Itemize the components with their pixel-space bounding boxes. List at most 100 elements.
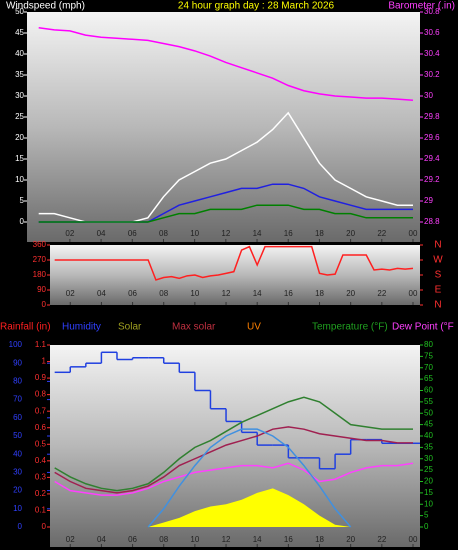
y-tick-label: 15 <box>15 154 24 163</box>
x-tick-label: 04 <box>97 229 106 238</box>
y-tick-label: 0 <box>18 522 23 531</box>
x-tick-label: 12 <box>222 535 231 544</box>
y-tick-label: S <box>435 270 442 281</box>
x-tick-label: 14 <box>253 229 262 238</box>
y-tick-label: 30.6 <box>424 28 440 37</box>
y-tick-label: 30.8 <box>424 7 440 16</box>
chart-title: 24 hour graph day : 28 March 2026 <box>178 1 335 12</box>
y-tick-label: 50 <box>13 431 22 440</box>
y-tick-label: 80 <box>13 377 22 386</box>
x-tick-label: 00 <box>409 535 418 544</box>
x-tick-label: 06 <box>128 289 137 298</box>
y-tick-label: 1.1 <box>35 340 47 349</box>
line <box>147 428 352 528</box>
y-tick-label: 0.8 <box>35 390 47 399</box>
y-tick-label: W <box>433 255 443 266</box>
y-tick-label: 28.8 <box>424 217 440 226</box>
y-tick-label: 29.4 <box>424 154 440 163</box>
x-tick-label: 12 <box>222 289 231 298</box>
y-tick-label: 180 <box>33 270 47 279</box>
y-tick-label: 360 <box>33 240 47 249</box>
line <box>54 396 413 492</box>
y-tick-label: 5 <box>20 196 25 205</box>
y-tick-label: 60 <box>424 386 433 395</box>
y-tick-label: 0.9 <box>35 373 47 382</box>
y-tick-label: 5 <box>424 511 429 520</box>
line <box>38 204 413 223</box>
y-tick-label: 90 <box>13 358 22 367</box>
x-tick-label: 00 <box>409 289 418 298</box>
x-tick-label: 18 <box>315 229 324 238</box>
x-tick-label: 22 <box>377 535 386 544</box>
x-tick-label: 04 <box>97 535 106 544</box>
x-tick-label: 02 <box>65 229 74 238</box>
y-tick-label: 40 <box>15 49 24 58</box>
legend-label: UV <box>247 322 261 333</box>
y-tick-label: 60 <box>13 413 22 422</box>
y-tick-label: 25 <box>15 112 24 121</box>
y-tick-label: 30 <box>13 468 22 477</box>
y-tick-label: 50 <box>424 408 433 417</box>
legend-label: Humidity <box>62 322 101 333</box>
y-tick-label: 29.6 <box>424 133 440 142</box>
x-tick-label: 08 <box>159 289 168 298</box>
y-tick-label: 45 <box>424 420 433 429</box>
line <box>54 245 414 281</box>
line <box>54 462 414 496</box>
y-tick-label: 30.2 <box>424 70 440 79</box>
x-tick-label: 16 <box>284 535 293 544</box>
x-tick-label: 08 <box>159 229 168 238</box>
x-tick-label: 06 <box>128 229 137 238</box>
y-tick-label: 25 <box>424 465 433 474</box>
y-tick-label: 0.3 <box>35 472 47 481</box>
x-tick-label: 02 <box>66 535 75 544</box>
line <box>38 27 414 101</box>
x-tick-label: 20 <box>346 535 355 544</box>
y-tick-label: 0.2 <box>35 489 47 498</box>
y-tick-label: 45 <box>15 28 24 37</box>
y-tick-label: N <box>434 300 441 311</box>
y-tick-label: 100 <box>9 340 23 349</box>
y-tick-label: 20 <box>424 477 433 486</box>
y-tick-label: 0 <box>42 522 47 531</box>
y-tick-label: 20 <box>13 486 22 495</box>
y-tick-label: 55 <box>424 397 433 406</box>
legend-label: Max solar <box>172 322 216 333</box>
line <box>54 426 413 494</box>
legend-label: Rainfall (in) <box>0 322 51 333</box>
x-tick-label: 20 <box>346 229 355 238</box>
x-tick-label: 20 <box>346 289 355 298</box>
legend-label: Temperature (°F) <box>312 322 388 333</box>
x-tick-label: 14 <box>253 289 262 298</box>
y-tick-label: 75 <box>424 351 433 360</box>
y-tick-label: 90 <box>37 285 46 294</box>
y-tick-label: 0.5 <box>35 439 47 448</box>
y-tick-label: 0 <box>424 522 429 531</box>
y-tick-label: 40 <box>13 449 22 458</box>
x-tick-label: 14 <box>253 535 262 544</box>
y-tick-label: 29 <box>424 196 433 205</box>
y-tick-label: 30 <box>15 91 24 100</box>
plot-area <box>27 12 420 242</box>
y-tick-label: 35 <box>424 442 433 451</box>
x-tick-label: 16 <box>284 289 293 298</box>
y-tick-label: 10 <box>13 504 22 513</box>
y-tick-label: 29.2 <box>424 175 440 184</box>
y-tick-label: 0.4 <box>35 456 47 465</box>
x-tick-label: 04 <box>97 289 106 298</box>
y-tick-label: 0.6 <box>35 423 47 432</box>
y-tick-label: 270 <box>33 255 47 264</box>
x-tick-label: 18 <box>315 289 324 298</box>
x-tick-label: 02 <box>66 289 75 298</box>
x-tick-label: 06 <box>128 535 137 544</box>
x-tick-label: 10 <box>190 289 199 298</box>
y-tick-label: 70 <box>424 363 433 372</box>
y-tick-label: E <box>435 285 442 296</box>
y-tick-label: 10 <box>424 499 433 508</box>
legend-label: Solar <box>118 322 142 333</box>
y-tick-label: 50 <box>15 7 24 16</box>
x-tick-label: 08 <box>159 535 168 544</box>
y-tick-label: 30 <box>424 91 433 100</box>
y2-axis-title: Barometer (.in) <box>388 1 455 12</box>
